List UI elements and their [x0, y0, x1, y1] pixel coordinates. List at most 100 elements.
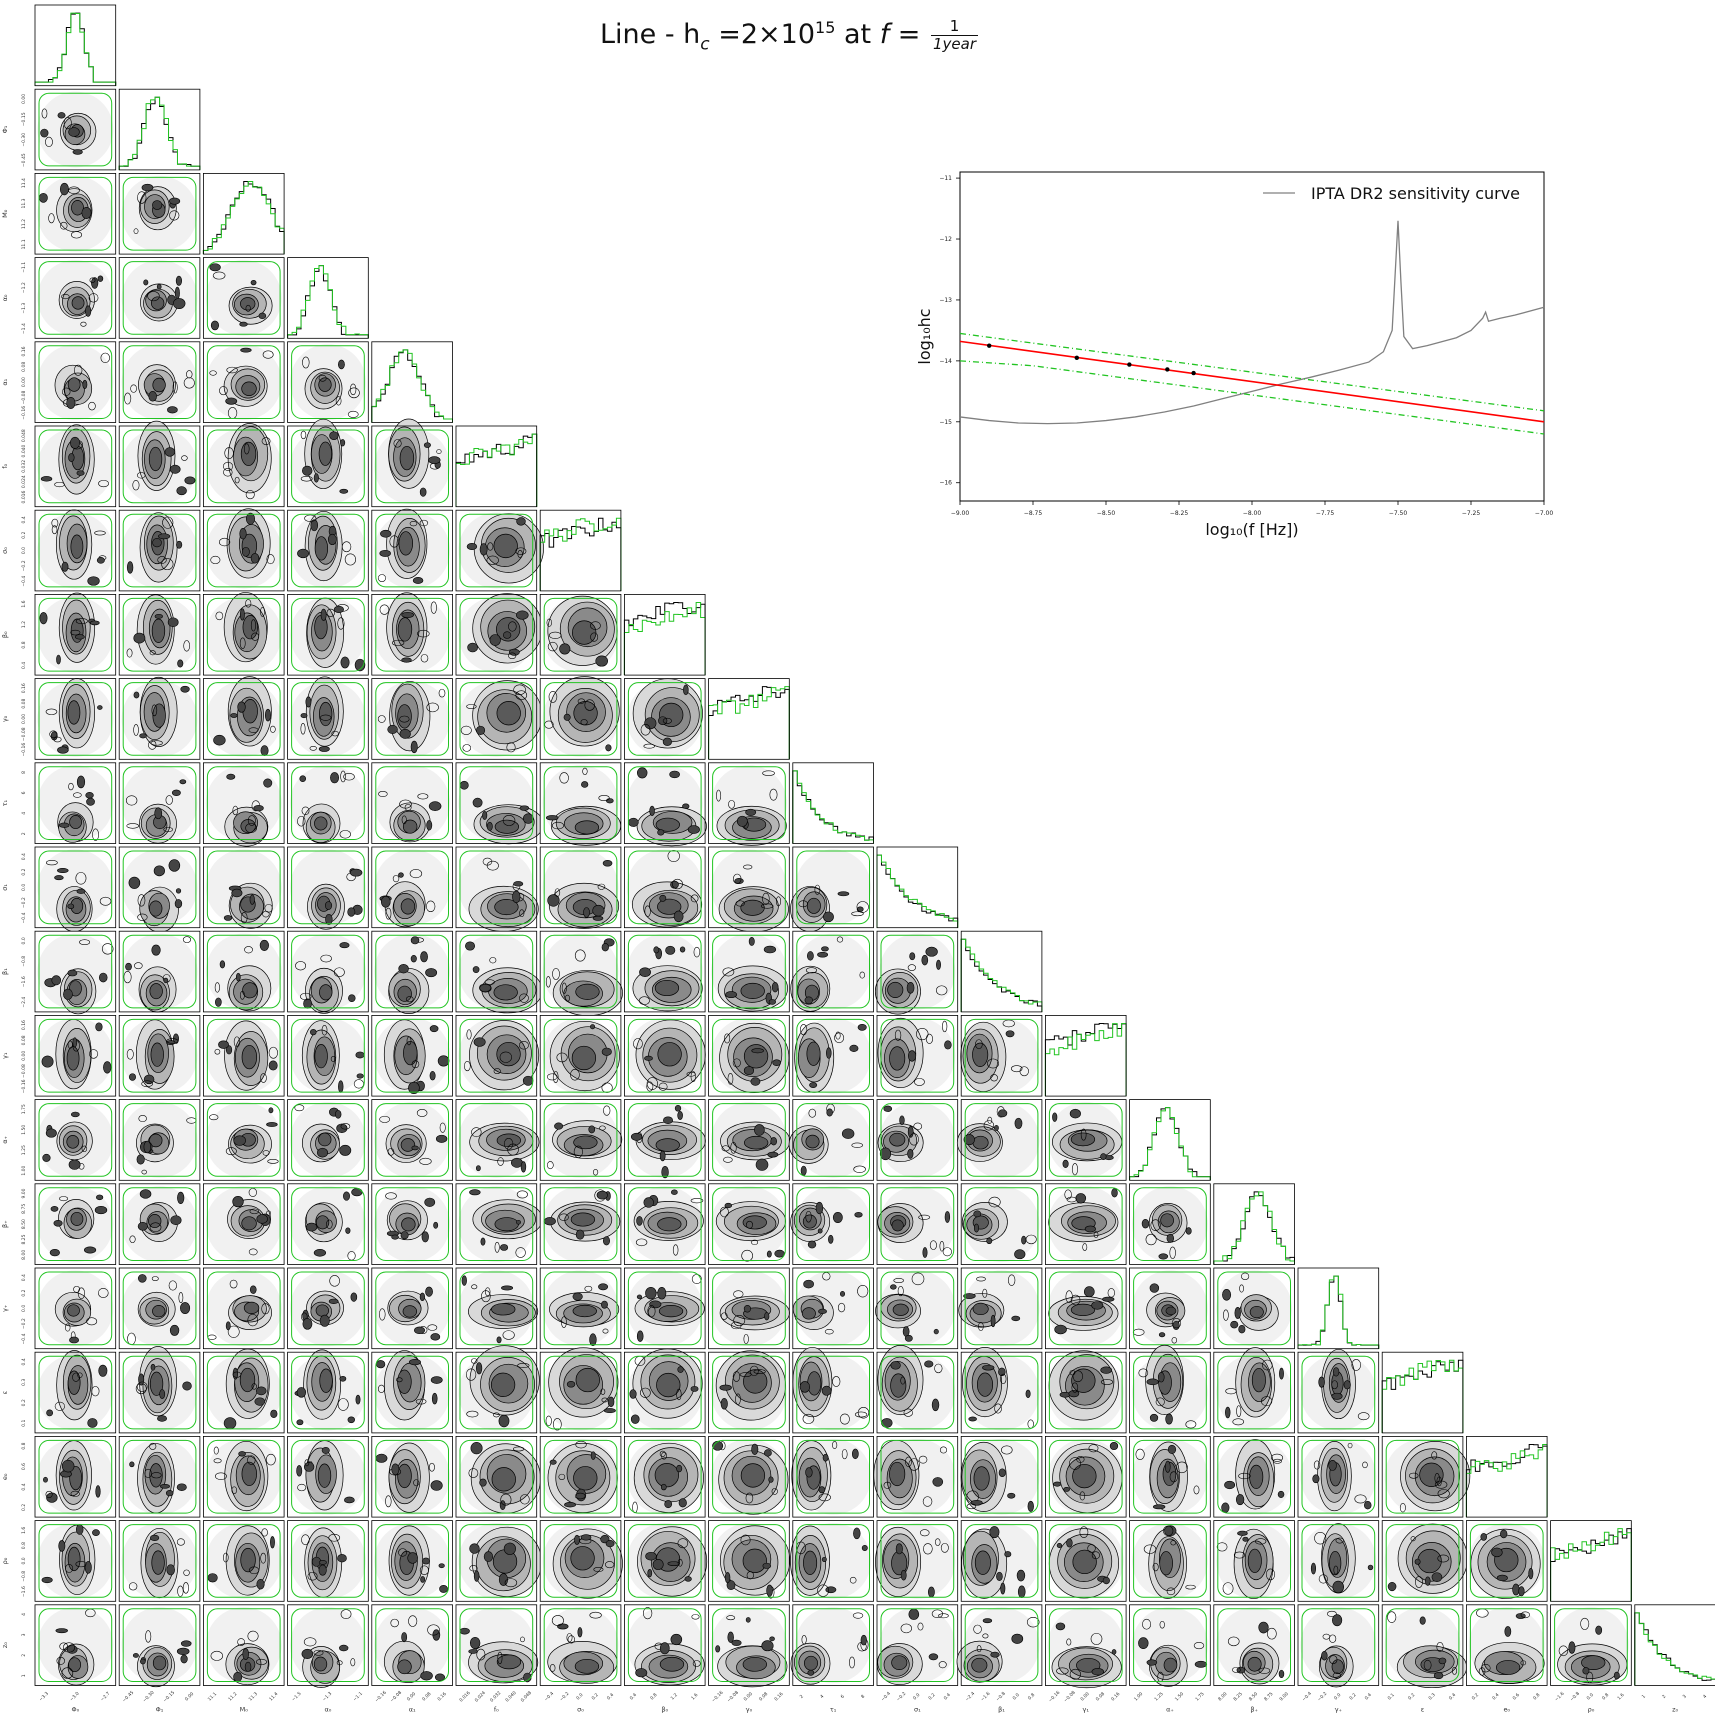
contour-island [300, 430, 307, 440]
contour-island [72, 792, 82, 798]
panel-frame [118, 88, 201, 171]
contour-island [605, 744, 612, 752]
panel-frame [287, 425, 369, 508]
contour-island [223, 468, 233, 477]
panel-frame [34, 594, 117, 676]
contour-island [590, 632, 599, 642]
corner-panel-β0-σ0 [539, 594, 622, 676]
contour-island [379, 604, 390, 615]
panel-frame [34, 762, 117, 844]
corner-panel-f0-Φ0: 0.048 0.040 0.032 0.024 0.016 f₀ [1, 424, 117, 508]
contour-island [253, 804, 264, 812]
contour-island [97, 275, 104, 282]
contour-island [580, 719, 588, 726]
y-tick-label: 0.00 [21, 94, 27, 104]
corner-panel-f0-f0 [455, 425, 538, 508]
contour-island [179, 779, 187, 785]
inset-y-tick-label: −15 [939, 419, 952, 426]
contour-island [662, 737, 672, 746]
corner-panel-γ0-Φ0: 0.16 0.08 0.00 −0.08 −0.16 γ₀ [1, 678, 117, 760]
contour-island [141, 183, 154, 192]
green-contour [543, 597, 618, 672]
corner-panel-σ0-Φ1 [118, 509, 201, 592]
contour-island [45, 136, 53, 148]
contour-island [337, 617, 345, 630]
inset-x-axis-label: log₁₀(f [Hz]) [1205, 520, 1298, 539]
contour-island [247, 815, 256, 826]
inset-x-tick-label: −8.25 [1170, 510, 1189, 517]
contour-island [335, 396, 342, 406]
y-tick-label: 0.0 [21, 547, 27, 554]
contour-island [245, 304, 251, 312]
contour-island [640, 724, 651, 736]
green-contour [375, 597, 449, 672]
panel-frame [287, 257, 369, 339]
contour-island [438, 688, 446, 698]
contour-island [329, 431, 339, 441]
y-axis-label: τ₁ [1, 800, 9, 807]
y-axis-label: γ₀ [1, 715, 9, 722]
contour-island [98, 479, 110, 488]
y-tick-label: 0.4 [21, 662, 27, 669]
hist-black-σ0 [539, 517, 622, 591]
contour-island [460, 725, 472, 735]
contour-island [49, 730, 58, 739]
contour-island [124, 392, 132, 405]
contour-island [251, 632, 260, 641]
contour-island [152, 200, 163, 210]
contour-island [266, 554, 275, 565]
contour-island [219, 386, 228, 396]
y-tick-label: 0.08 [21, 698, 27, 708]
contour-island [547, 641, 558, 652]
contour-island [487, 542, 494, 551]
contour-island [318, 374, 327, 382]
contour-island [169, 210, 180, 221]
contour-level [496, 617, 521, 642]
inset-y-tick-label: −13 [939, 297, 952, 304]
contour-island [300, 713, 308, 719]
y-tick-label: 0.2 [21, 532, 27, 539]
corner-panel-γ0-α0 [287, 676, 369, 760]
contour-island [76, 470, 85, 476]
contour-island [186, 370, 193, 379]
panel-frame [455, 509, 538, 592]
contour-island [245, 599, 252, 608]
contour-island [70, 629, 81, 636]
corner-panel-β0-α0 [287, 594, 369, 676]
contour-island [305, 696, 312, 708]
inset-x-tick-label: −7.00 [1535, 510, 1554, 517]
contour-island [82, 379, 88, 389]
green-contour [206, 345, 281, 419]
contour-island [152, 538, 162, 548]
panel-frame [34, 88, 117, 171]
contour-island [167, 617, 179, 628]
corner-panel-α1-α0 [287, 341, 369, 423]
contour-island [310, 519, 319, 532]
contour-island [462, 744, 472, 752]
contour-island [245, 512, 255, 525]
inset-frame [959, 171, 1545, 502]
corner-panel-f0-Φ1 [118, 420, 201, 508]
corner-panel-α1-M0 [202, 341, 285, 423]
contour-island [125, 795, 138, 806]
green-contour [122, 766, 197, 840]
contour-island [313, 473, 319, 483]
panel-frame [455, 678, 538, 760]
corner-panel-β0-β0 [623, 594, 706, 676]
contour-level [240, 297, 256, 311]
contour-island [506, 742, 516, 753]
contour-island [94, 530, 106, 536]
contour-island [234, 476, 240, 484]
contour-island [40, 128, 49, 138]
contour-island [76, 775, 86, 789]
hist-green-α1 [371, 349, 453, 423]
contour-island [45, 708, 58, 715]
contour-island [379, 549, 391, 557]
corner-panel-β0-α1 [371, 592, 453, 676]
corner-panel-τ1-Φ1 [118, 762, 201, 844]
contour-island [250, 553, 260, 564]
hist-green-Φ0 [34, 12, 117, 86]
contour-island [230, 713, 238, 718]
contour-island [74, 634, 85, 640]
contour-island [59, 822, 70, 828]
